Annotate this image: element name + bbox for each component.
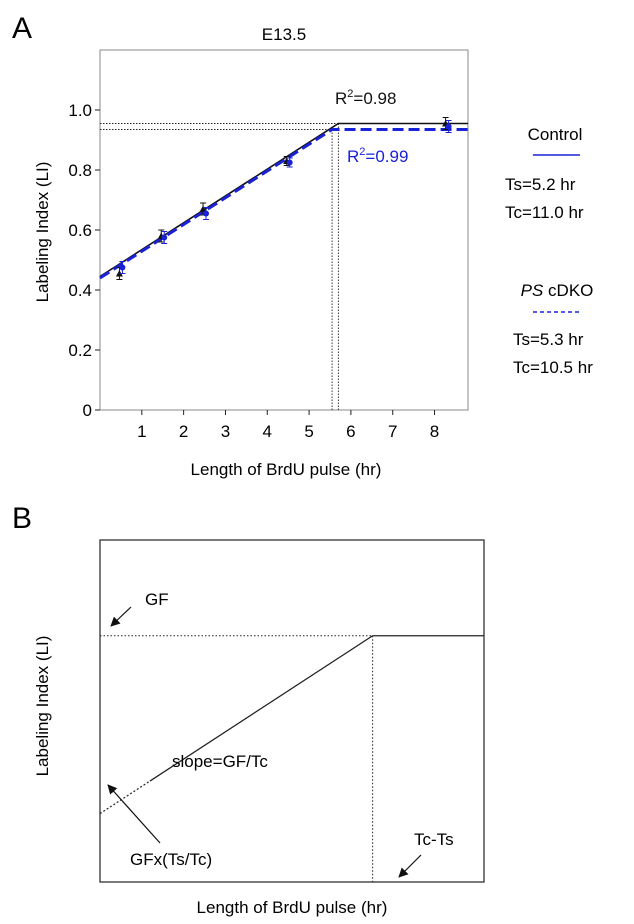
data-point-circle [286, 159, 293, 166]
panel-a: A E13.5 0 0.2 0.4 0.6 0.8 1.0 1 2 3 4 5 6 7 8 Length… [12, 12, 593, 479]
panel-b: B GF slope=GF/Tc GFx(Ts/Tc) Tc-Ts Length… [12, 502, 485, 917]
schematic-lines-b [99, 635, 484, 882]
x-tick-label: 4 [263, 422, 272, 441]
data-points-a [115, 117, 452, 280]
y-tick-label: 1.0 [68, 101, 92, 120]
gf-label: GF [145, 590, 169, 609]
tc-ts-label: Tc-Ts [414, 830, 454, 849]
data-point-circle [119, 264, 126, 271]
y-axis-label-b: Labeling Index (LI) [33, 636, 52, 777]
panel-a-title: E13.5 [262, 25, 306, 44]
legend-cdko-ts: Ts=5.3 hr [513, 330, 584, 349]
x-tick-label: 1 [137, 422, 146, 441]
x-tick-label: 7 [388, 422, 397, 441]
y-tick-label: 0.8 [68, 161, 92, 180]
y-tick-label: 0.2 [68, 341, 92, 360]
r2-cdko-label: R2=0.99 [347, 146, 408, 166]
extrapolated-dotted-line [99, 780, 151, 815]
r2-cdko-r: R [347, 147, 359, 166]
panel-b-label: B [12, 502, 32, 535]
fit-line [99, 128, 468, 280]
gf-arrow [110, 606, 132, 627]
fit-lines-a [99, 122, 468, 280]
tc-ts-arrow [398, 854, 422, 878]
data-point-circle [203, 210, 210, 217]
plot-frame-a [99, 49, 469, 411]
legend-cdko-italic: PS [521, 281, 544, 300]
y-axis-a: 0 0.2 0.4 0.6 0.8 1.0 [68, 101, 100, 420]
x-axis-a: 1 2 3 4 5 6 7 8 [137, 410, 439, 441]
data-point-circle [161, 234, 168, 241]
y-tick-label: 0.6 [68, 221, 92, 240]
plot-frame-b [99, 539, 485, 883]
legend-control-name: Control [528, 125, 583, 144]
r2-cdko-value: =0.99 [365, 147, 408, 166]
x-tick-label: 6 [346, 422, 355, 441]
panel-a-label: A [12, 12, 32, 45]
r2-control-sup: 2 [347, 88, 353, 100]
x-tick-label: 2 [179, 422, 188, 441]
slope-line [149, 635, 373, 782]
legend-control-ts: Ts=5.2 hr [505, 175, 576, 194]
x-tick-label: 8 [430, 422, 439, 441]
r2-control-r: R [335, 89, 347, 108]
x-tick-label: 3 [221, 422, 230, 441]
y-tick-label: 0 [83, 401, 92, 420]
intercept-arrow [107, 784, 161, 844]
data-point-circle [445, 123, 452, 130]
guide-lines-a [100, 123, 339, 410]
x-axis-label-a: Length of BrdU pulse (hr) [191, 460, 382, 479]
x-axis-label-b: Length of BrdU pulse (hr) [197, 898, 388, 917]
slope-label: slope=GF/Tc [172, 752, 268, 771]
x-tick-label: 5 [304, 422, 313, 441]
fit-line [99, 122, 468, 278]
intercept-label: GFx(Ts/Tc) [130, 850, 212, 869]
legend-a: Control Ts=5.2 hr Tc=11.0 hr PS cDKO Ts=… [505, 125, 593, 377]
r2-control-value: =0.98 [353, 89, 396, 108]
data-point-triangle [199, 205, 207, 212]
r2-control-label: R2=0.98 [335, 88, 396, 108]
y-tick-label: 0.4 [68, 281, 92, 300]
y-axis-label-a: Labeling Index (LI) [33, 162, 52, 303]
legend-cdko-rest: cDKO [543, 281, 593, 300]
r2-cdko-sup: 2 [359, 146, 365, 158]
legend-cdko-tc: Tc=10.5 hr [513, 358, 593, 377]
legend-control-tc: Tc=11.0 hr [505, 203, 584, 222]
legend-cdko-name: PS cDKO [521, 281, 594, 300]
